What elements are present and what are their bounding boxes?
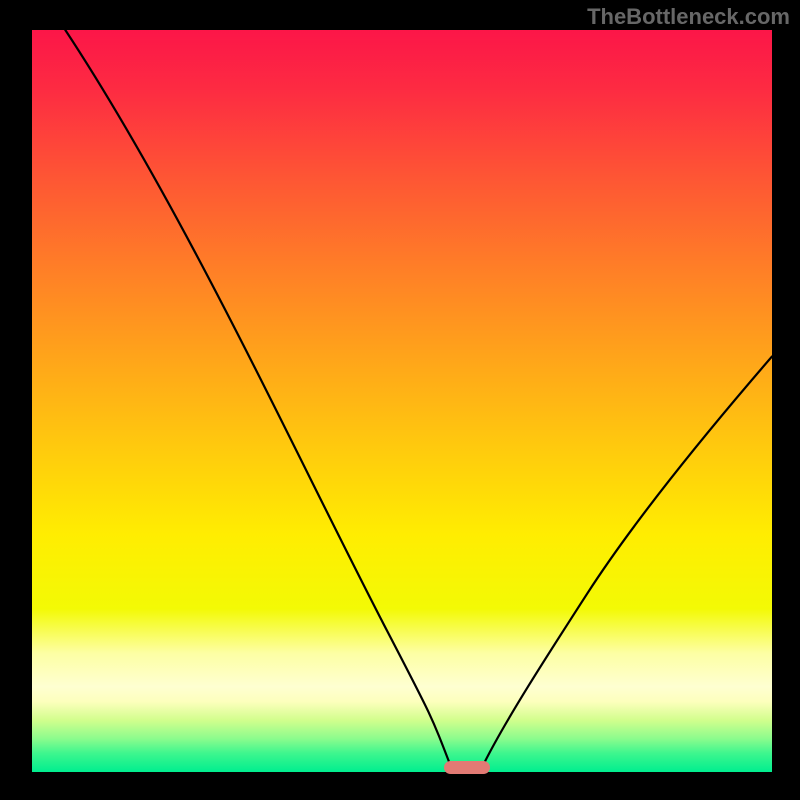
- minimum-marker: [444, 761, 490, 774]
- plot-area: [32, 30, 772, 772]
- bottleneck-curve: [65, 30, 772, 765]
- curve-svg: [32, 30, 772, 772]
- chart-container: TheBottleneck.com: [0, 0, 800, 800]
- watermark-text: TheBottleneck.com: [587, 4, 790, 30]
